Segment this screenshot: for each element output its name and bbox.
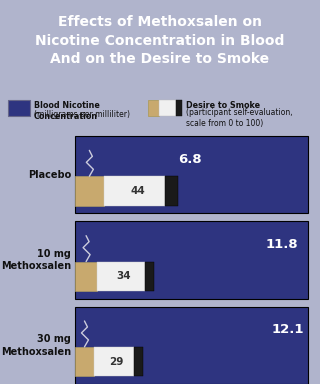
Text: 30 mg
Methoxsalen: 30 mg Methoxsalen <box>1 334 71 356</box>
Text: Desire to Smoke: Desire to Smoke <box>186 101 260 110</box>
Text: (milligrams per milliliter): (milligrams per milliliter) <box>34 110 130 119</box>
Bar <box>75 347 94 376</box>
Bar <box>8 100 30 116</box>
Bar <box>165 176 178 206</box>
Bar <box>97 262 145 291</box>
Bar <box>104 176 165 206</box>
Bar <box>94 347 134 376</box>
Bar <box>159 100 176 116</box>
Text: 12.1: 12.1 <box>271 323 304 336</box>
Bar <box>75 136 308 214</box>
Text: 44: 44 <box>130 186 145 196</box>
Text: (participant self-evaluation,
scale from 0 to 100): (participant self-evaluation, scale from… <box>186 108 292 128</box>
Text: Placebo: Placebo <box>28 170 71 180</box>
Text: 29: 29 <box>109 357 124 367</box>
Text: Blood Nicotine
Concentration: Blood Nicotine Concentration <box>34 101 100 121</box>
Bar <box>75 262 97 291</box>
Text: Effects of Methoxsalen on
Nicotine Concentration in Blood
And on the Desire to S: Effects of Methoxsalen on Nicotine Conce… <box>35 15 285 66</box>
Text: 6.8: 6.8 <box>178 153 202 166</box>
Text: 11.8: 11.8 <box>266 238 298 251</box>
Bar <box>75 221 308 299</box>
Text: 34: 34 <box>116 271 131 281</box>
Text: 10 mg
Methoxsalen: 10 mg Methoxsalen <box>1 249 71 271</box>
Bar <box>145 262 154 291</box>
Bar <box>75 176 104 206</box>
Bar <box>75 307 308 384</box>
Bar <box>176 100 182 116</box>
Bar <box>134 347 143 376</box>
Bar <box>148 100 159 116</box>
